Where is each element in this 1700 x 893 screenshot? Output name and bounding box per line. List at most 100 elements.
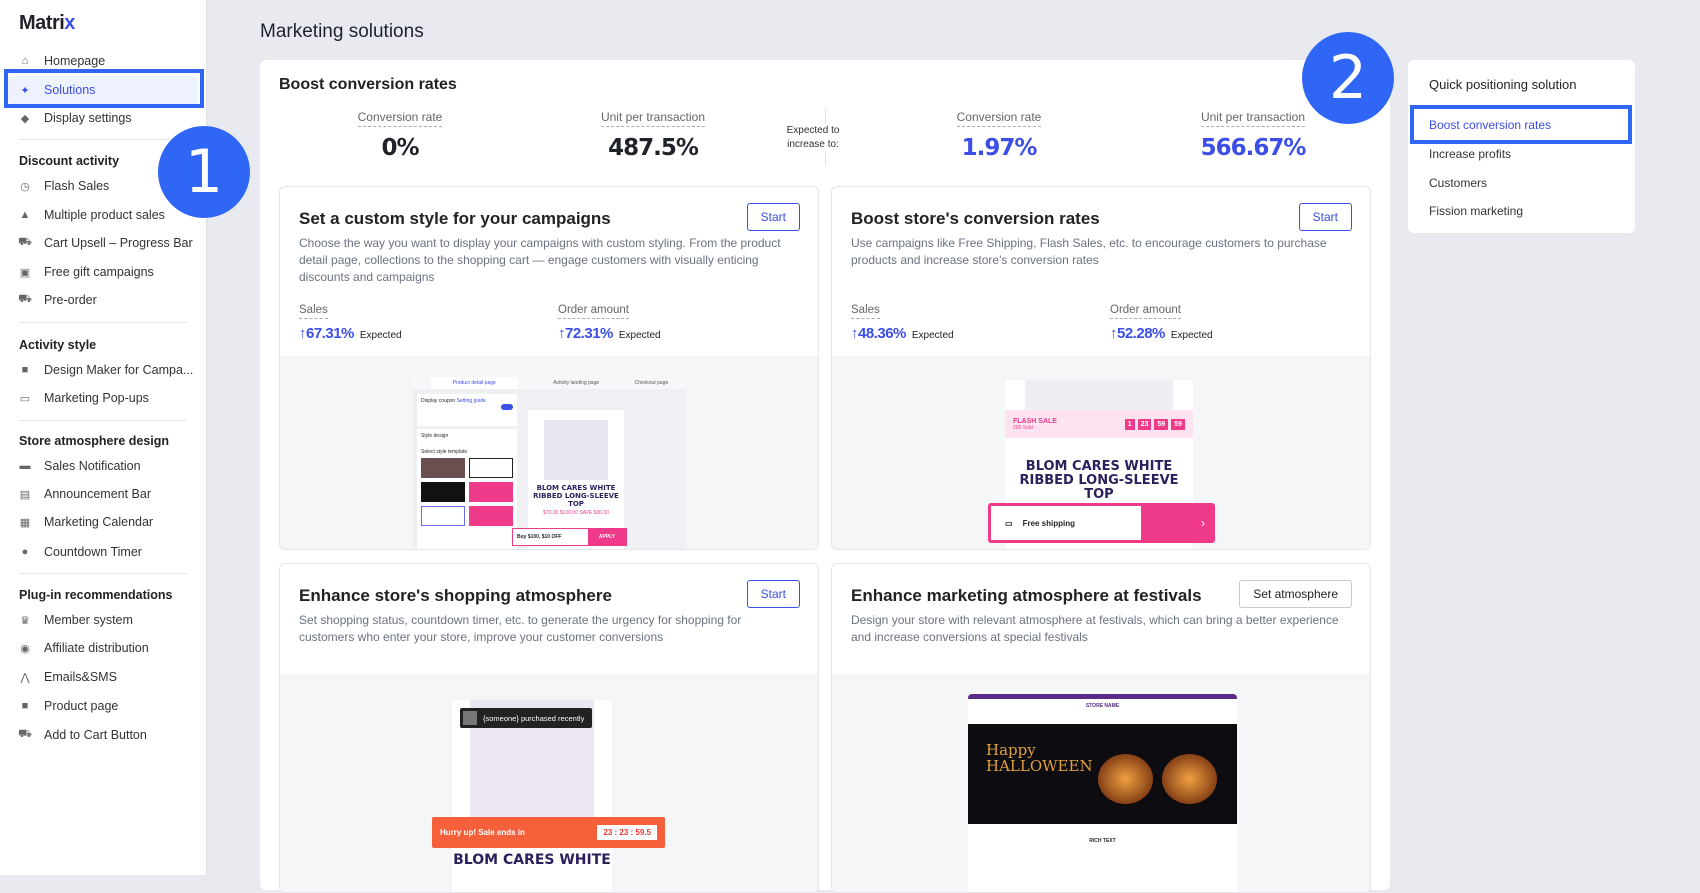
stat-note: Expected bbox=[911, 330, 954, 341]
free-shipping-bar: ▭ Free shipping › bbox=[988, 503, 1215, 543]
crown-icon: ♛ bbox=[20, 614, 30, 627]
sidebar-item-multiple-product-sales[interactable]: ▲ Multiple product sales bbox=[8, 201, 198, 229]
annotation-badge-1: 1 bbox=[158, 126, 250, 218]
logo-accent: x bbox=[64, 12, 75, 34]
timer-digit: 59 bbox=[1154, 418, 1169, 430]
sidebar-item-display-settings[interactable]: ◆ Display settings bbox=[8, 104, 198, 132]
sidebar-item-countdown-timer[interactable]: ● Countdown Timer bbox=[8, 538, 198, 566]
preview-text: Setting guide bbox=[456, 398, 486, 404]
sidebar-item-free-gift[interactable]: ▣ Free gift campaigns bbox=[8, 258, 198, 286]
divider bbox=[19, 420, 187, 421]
sidebar-item-homepage[interactable]: ⌂ Homepage bbox=[8, 47, 198, 75]
affiliate-icon: ◉ bbox=[20, 642, 30, 655]
card-preview: BLOM CARES WHITE {someone} purchased rec… bbox=[280, 674, 818, 892]
group-plugin-recommendations: Plug-in recommendations bbox=[19, 588, 173, 602]
stat-label: Order amount bbox=[558, 304, 629, 319]
stat-label: Sales bbox=[299, 304, 328, 319]
timer-digit: 1 bbox=[1124, 418, 1135, 430]
preorder-icon: ⛟ bbox=[18, 293, 32, 305]
countdown-bar: Hurry up! Sale ends in 23 : 23 : 59.5 bbox=[432, 817, 665, 848]
sidebar-item-sales-notification[interactable]: ▬ Sales Notification bbox=[8, 452, 198, 480]
card-title: Set a custom style for your campaigns bbox=[299, 209, 611, 228]
quick-positioning-panel: Quick positioning solution Boost convers… bbox=[1408, 60, 1635, 233]
card-description: Set shopping status, countdown timer, et… bbox=[299, 613, 742, 644]
divider bbox=[19, 573, 187, 574]
sidebar-item-marketing-popups[interactable]: ▭ Marketing Pop-ups bbox=[8, 384, 198, 412]
product-bag-icon: ■ bbox=[21, 700, 29, 712]
stat-note: Expected bbox=[1170, 330, 1213, 341]
preview-sold: 200 Sold bbox=[1013, 424, 1033, 431]
divider bbox=[19, 139, 187, 140]
stat-label: Sales bbox=[851, 304, 880, 319]
style-editor-preview: Product detail page Activity landing pag… bbox=[413, 376, 686, 549]
stat-sales: Sales ↑67.31% Expected bbox=[299, 300, 402, 342]
lightbulb-icon: ✦ bbox=[20, 84, 30, 97]
atmosphere-preview: BLOM CARES WHITE bbox=[452, 700, 612, 892]
metric-value: 566.67% bbox=[1200, 135, 1307, 161]
start-button[interactable]: Start bbox=[746, 580, 800, 608]
sidebar-item-product-page[interactable]: ■ Product page bbox=[8, 692, 198, 720]
card-description: Choose the way you want to display your … bbox=[299, 236, 781, 284]
logo-text: Matri bbox=[19, 12, 65, 34]
card-title: Enhance store's shopping atmosphere bbox=[299, 586, 612, 605]
section-title: Boost conversion rates bbox=[279, 76, 457, 93]
sidebar-item-pre-order[interactable]: ⛟ Pre-order bbox=[8, 286, 198, 314]
bag-icon: ▲ bbox=[19, 209, 31, 221]
card-preview: FLASH SALE 200 Sold 1 23 59 59 BLOM CARES WH… bbox=[832, 356, 1370, 549]
sidebar-item-emails-sms[interactable]: ⋀ Emails&SMS bbox=[8, 663, 198, 691]
notification-icon: ▬ bbox=[19, 460, 31, 472]
preview-text: Select style template bbox=[421, 449, 468, 455]
metric-value: 0% bbox=[381, 135, 419, 161]
design-icon: ■ bbox=[21, 364, 29, 376]
sidebar: Matrix ⌂ Homepage ✦ Solutions ◆ Display set… bbox=[0, 0, 207, 875]
sidebar-item-label: Member system bbox=[44, 613, 133, 627]
popup-icon: ▭ bbox=[19, 392, 31, 405]
sidebar-item-label: Free gift campaigns bbox=[44, 265, 154, 279]
card-preview: STORE NAME Happy HALLOWEEN RICH TEXT bbox=[832, 674, 1370, 892]
quick-title: Quick positioning solution bbox=[1429, 77, 1577, 92]
sidebar-item-label: Affiliate distribution bbox=[44, 641, 149, 655]
sidebar-item-label: Design Maker for Campa... bbox=[44, 363, 194, 377]
sidebar-item-solutions[interactable]: ✦ Solutions bbox=[8, 76, 198, 104]
ticket-icon: ▭ bbox=[1005, 518, 1013, 528]
timer-digit: 23 bbox=[1137, 418, 1152, 430]
metric-label: Conversion rate bbox=[357, 110, 443, 127]
metric-current-conversion: Conversion rate 0% bbox=[320, 108, 480, 161]
quick-item-customers[interactable]: Customers bbox=[1429, 176, 1488, 190]
start-button[interactable]: Start bbox=[746, 203, 800, 231]
quick-item-increase-profits[interactable]: Increase profits bbox=[1429, 147, 1512, 161]
metric-expected-upt: Unit per transaction 566.67% bbox=[1173, 108, 1333, 161]
sidebar-item-member-system[interactable]: ♛ Member system bbox=[8, 606, 198, 634]
clock-icon: ◷ bbox=[20, 180, 30, 193]
set-atmosphere-button[interactable]: Set atmosphere bbox=[1239, 580, 1352, 608]
timer-digit: 59 bbox=[1171, 418, 1185, 430]
sidebar-item-marketing-calendar[interactable]: ▦ Marketing Calendar bbox=[8, 508, 198, 536]
sidebar-item-label: Homepage bbox=[44, 54, 106, 68]
metric-label: Unit per transaction bbox=[1200, 110, 1306, 127]
card-preview: Product detail page Activity landing pag… bbox=[280, 356, 818, 549]
home-icon: ⌂ bbox=[21, 55, 29, 67]
stat-value: ↑48.36% bbox=[851, 325, 906, 342]
sidebar-item-affiliate[interactable]: ◉ Affiliate distribution bbox=[8, 634, 198, 662]
sidebar-item-announcement-bar[interactable]: ▤ Announcement Bar bbox=[8, 480, 198, 508]
preview-flash-label: FLASH SALE bbox=[1013, 417, 1057, 425]
sidebar-item-design-maker[interactable]: ■ Design Maker for Campa... bbox=[8, 356, 198, 384]
sidebar-item-label: Add to Cart Button bbox=[44, 728, 147, 742]
sidebar-item-flash-sales[interactable]: ◷ Flash Sales bbox=[8, 172, 198, 200]
preview-purchased: {someone} purchased recently bbox=[483, 713, 585, 723]
start-button[interactable]: Start bbox=[1298, 203, 1352, 231]
stat-order-amount: Order amount ↑72.31% Expected bbox=[558, 300, 661, 342]
main-panel: Boost conversion rates Conversion rate 0%… bbox=[260, 60, 1390, 893]
quick-item-boost-conversion[interactable]: Boost conversion rates bbox=[1429, 118, 1552, 132]
sidebar-item-cart-upsell[interactable]: ⛟ Cart Upsell – Progress Bar bbox=[8, 229, 198, 257]
preview-product-title: BLOM CARES WHITE bbox=[453, 852, 611, 868]
stat-label: Order amount bbox=[1110, 304, 1181, 319]
sidebar-item-add-to-cart[interactable]: ⛟ Add to Cart Button bbox=[8, 721, 198, 749]
quick-item-fission-marketing[interactable]: Fission marketing bbox=[1429, 204, 1524, 218]
preview-text: Style design bbox=[421, 433, 449, 439]
sidebar-item-label: Display settings bbox=[44, 111, 132, 125]
sidebar-item-label: Marketing Pop-ups bbox=[44, 391, 149, 405]
group-store-atmosphere: Store atmosphere design bbox=[19, 434, 170, 448]
palette-icon: ◆ bbox=[20, 112, 30, 125]
preview-product-title: BLOM CARES WHITE RIBBED LONG-SLEEVE TOP bbox=[1019, 459, 1179, 502]
